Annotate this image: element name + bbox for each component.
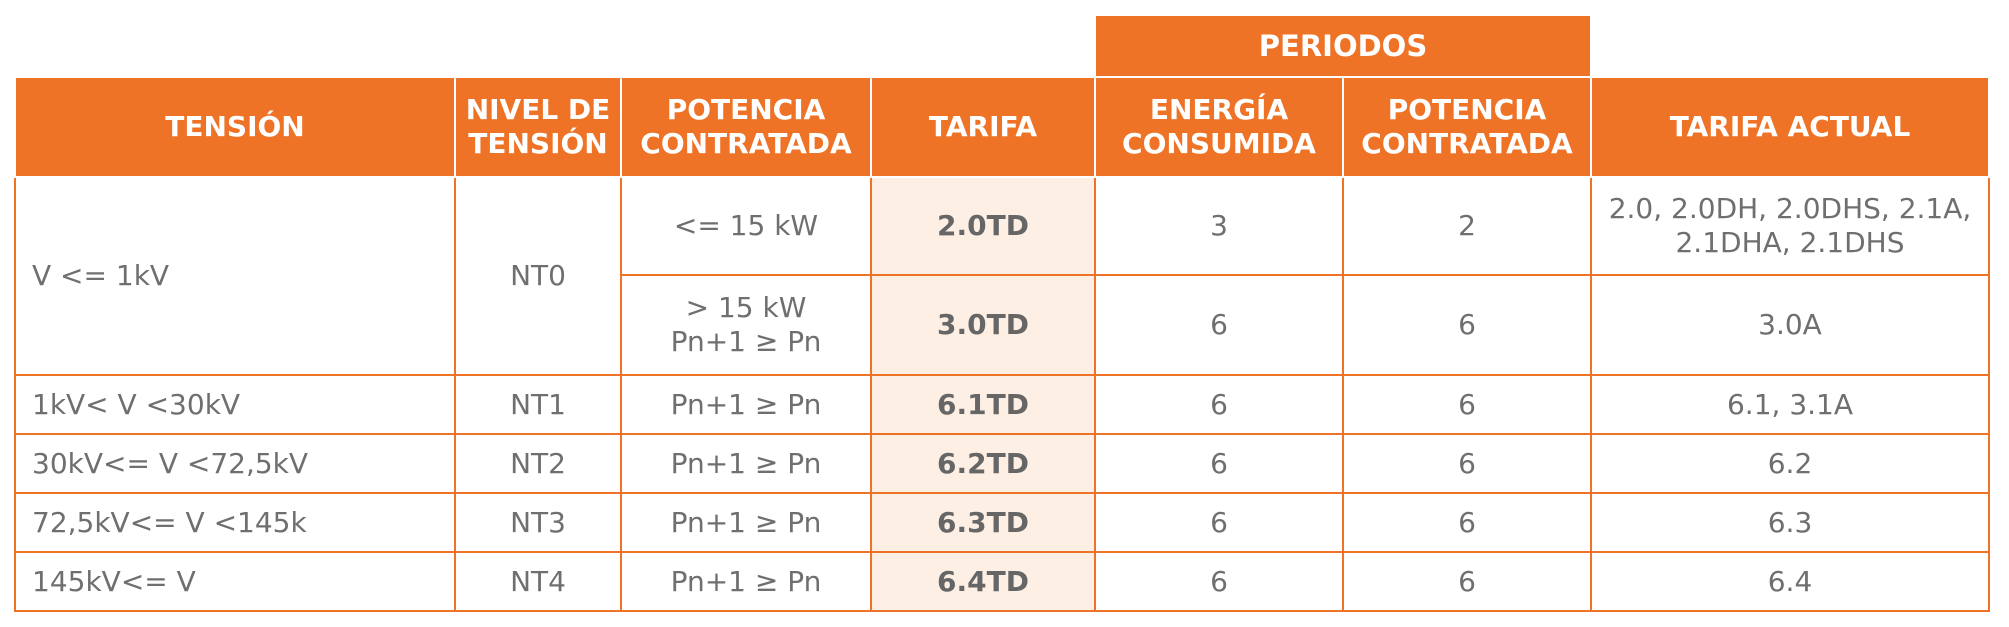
cell-tension: 1kV< V <30kV	[14, 374, 456, 435]
cell-potencia-periodos: 6	[1342, 551, 1592, 612]
cell-tension: 30kV<= V <72,5kV	[14, 433, 456, 494]
cell-nivel: NT3	[454, 492, 622, 553]
cell-nivel: NT2	[454, 433, 622, 494]
cell-potencia: Pn+1 ≥ Pn	[620, 374, 872, 435]
cell-potencia-periodos: 6	[1342, 274, 1592, 376]
col-header-nivel: NIVEL DE TENSIÓN	[454, 76, 622, 178]
cell-tension: 72,5kV<= V <145k	[14, 492, 456, 553]
cell-energia: 6	[1094, 492, 1344, 553]
cell-energia: 3	[1094, 176, 1344, 276]
cell-potencia: Pn+1 ≥ Pn	[620, 492, 872, 553]
cell-potencia-periodos: 2	[1342, 176, 1592, 276]
cell-potencia-periodos: 6	[1342, 374, 1592, 435]
cell-potencia: Pn+1 ≥ Pn	[620, 551, 872, 612]
cell-tarifa: 2.0TD	[870, 176, 1096, 276]
col-header-potencia: POTENCIA CONTRATADA	[620, 76, 872, 178]
table-row: 145kV<= V NT4 Pn+1 ≥ Pn 6.4TD 6 6 6.4	[14, 551, 1990, 612]
cell-tarifa-actual: 6.2	[1590, 433, 1990, 494]
cell-potencia: <= 15 kW	[620, 176, 872, 276]
cell-potencia-periodos: 6	[1342, 433, 1592, 494]
cell-potencia: > 15 kW Pn+1 ≥ Pn	[620, 274, 872, 376]
cell-energia: 6	[1094, 551, 1344, 612]
header-spacer-right	[1591, 15, 1989, 77]
col-header-tarifa-actual: TARIFA ACTUAL	[1590, 76, 1990, 178]
cell-potencia-periodos: 6	[1342, 492, 1592, 553]
cell-nivel: NT1	[454, 374, 622, 435]
cell-tension: V <= 1kV	[14, 176, 456, 376]
cell-tarifa: 6.3TD	[870, 492, 1096, 553]
cell-tarifa-actual: 6.4	[1590, 551, 1990, 612]
cell-tarifa-actual: 6.1, 3.1A	[1590, 374, 1990, 435]
col-header-tension: TENSIÓN	[14, 76, 456, 178]
cell-tarifa-actual: 2.0, 2.0DH, 2.0DHS, 2.1A, 2.1DHA, 2.1DHS	[1590, 176, 1990, 276]
cell-energia: 6	[1094, 433, 1344, 494]
col-header-potencia-periodos: POTENCIA CONTRATADA	[1342, 76, 1592, 178]
header-spacer	[15, 15, 1095, 77]
table-row: 72,5kV<= V <145k NT3 Pn+1 ≥ Pn 6.3TD 6 6…	[14, 492, 1990, 553]
cell-tarifa: 6.2TD	[870, 433, 1096, 494]
cell-tension: 145kV<= V	[14, 551, 456, 612]
cell-nivel: NT4	[454, 551, 622, 612]
cell-nivel: NT0	[454, 176, 622, 376]
table-row: 1kV< V <30kV NT1 Pn+1 ≥ Pn 6.1TD 6 6 6.1…	[14, 374, 1990, 435]
cell-tarifa: 6.1TD	[870, 374, 1096, 435]
cell-tarifa-actual: 3.0A	[1590, 274, 1990, 376]
table-row: > 15 kW Pn+1 ≥ Pn 3.0TD 6 6 3.0A	[15, 274, 1990, 376]
cell-tarifa: 6.4TD	[870, 551, 1096, 612]
periods-header: PERIODOS	[1094, 14, 1592, 78]
table-row: 30kV<= V <72,5kV NT2 Pn+1 ≥ Pn 6.2TD 6 6…	[14, 433, 1990, 494]
cell-potencia: Pn+1 ≥ Pn	[620, 433, 872, 494]
col-header-tarifa: TARIFA	[870, 76, 1096, 178]
tariff-table: PERIODOS TENSIÓN NIVEL DE TENSIÓN POTENCI…	[14, 14, 1990, 612]
cell-energia: 6	[1094, 374, 1344, 435]
tariff-table-container: PERIODOS TENSIÓN NIVEL DE TENSIÓN POTENCI…	[14, 14, 1990, 612]
cell-tarifa: 3.0TD	[870, 274, 1096, 376]
cell-tarifa-actual: 6.3	[1590, 492, 1990, 553]
cell-energia: 6	[1094, 274, 1344, 376]
col-header-energia: ENERGÍA CONSUMIDA	[1094, 76, 1344, 178]
table-row: V <= 1kV NT0 <= 15 kW 2.0TD 3 2 2.0, 2.0…	[14, 176, 1990, 376]
